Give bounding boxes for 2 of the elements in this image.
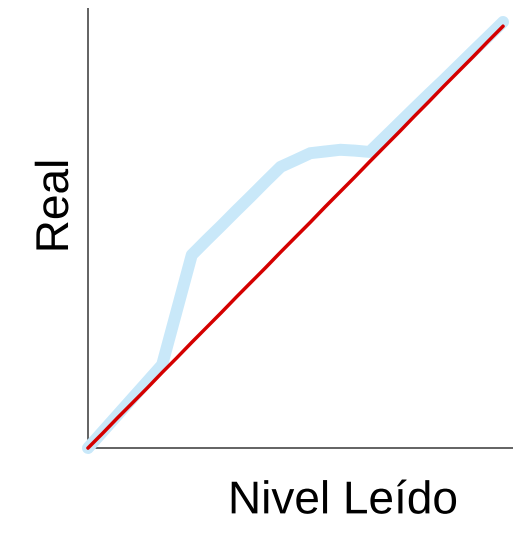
x-axis-title: Nivel Leído: [232, 480, 456, 514]
y-axis-title: Real: [34, 162, 68, 250]
